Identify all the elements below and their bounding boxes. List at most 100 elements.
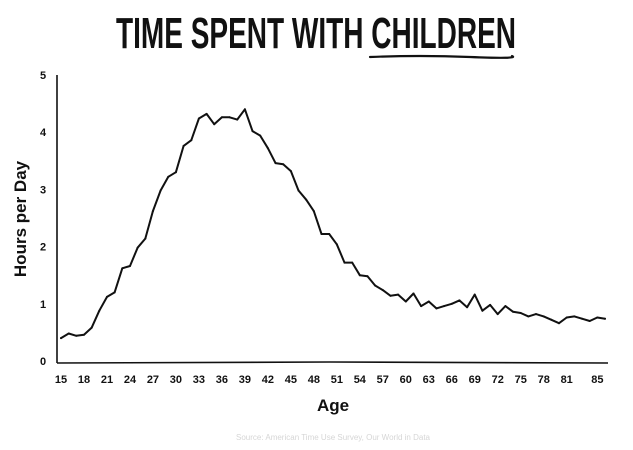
data-point [144,237,147,240]
data-point [83,333,85,336]
data-point [305,198,308,201]
chart-title-part1: TIME SPENT WITH [116,9,371,58]
data-point [190,139,193,142]
x-tick-label: 36 [216,374,228,386]
x-tick-label: 85 [591,374,603,386]
x-tick-label: 66 [446,374,458,386]
data-point [381,289,384,292]
data-point [466,306,469,309]
data-point [274,162,277,165]
x-axis-label: Age [317,396,349,415]
y-tick-label: 2 [40,242,46,254]
data-point [197,117,200,120]
data-point [297,189,300,192]
data-point [435,307,438,310]
x-tick-labels: 15 18 21 24 27 30 33 36 39 42 45 48 51 54 57 60 63 66 69 72… [55,374,604,386]
data-point [412,292,415,295]
series-points [60,108,606,340]
data-point [535,313,537,316]
data-point [496,313,499,316]
data-point [427,300,430,303]
data-point [397,293,400,296]
x-tick-label: 78 [538,374,550,386]
data-point [351,261,354,264]
x-axis-line [56,361,609,364]
x-tick-label: 54 [354,374,367,386]
x-tick-label: 69 [469,374,481,386]
data-point [136,246,139,249]
data-point [182,144,185,147]
title-underline [368,54,515,59]
data-point [320,233,323,235]
x-tick-label: 21 [101,374,113,386]
data-point [489,303,492,306]
data-point [481,309,484,312]
data-point [458,299,461,302]
data-point [282,163,285,166]
x-tick-label: 60 [400,374,412,386]
data-point [129,265,131,267]
data-point [90,326,93,329]
y-tick-label: 3 [40,184,46,196]
y-tick-label: 4 [40,127,47,139]
data-point [374,284,377,287]
x-tick-label: 42 [262,374,274,386]
data-point [519,312,522,314]
data-point [259,134,262,137]
x-tick-label: 24 [124,374,137,386]
data-point [596,316,599,319]
data-point [366,275,369,278]
x-tick-label: 51 [331,374,343,386]
x-tick-label: 57 [377,374,389,386]
x-tick-label: 30 [170,374,182,386]
data-point [236,118,239,121]
data-point [450,302,453,305]
x-tick-label: 75 [515,374,527,386]
data-point [67,332,70,335]
data-point [604,317,606,320]
x-tick-label: 48 [308,374,320,386]
data-point [504,305,507,308]
y-tick-label: 1 [40,299,46,311]
data-point [167,175,170,178]
data-point [213,123,216,126]
x-tick-label: 39 [239,374,251,386]
x-tick-label: 45 [285,374,297,386]
data-point [60,337,62,340]
data-point [289,170,292,173]
data-point [174,171,177,174]
data-point [328,233,331,235]
data-point [565,316,568,319]
y-tick-labels: 0 1 2 3 4 5 [40,70,47,368]
data-point [573,315,576,318]
data-point [542,315,545,318]
x-tick-label: 72 [492,374,504,386]
data-point [550,318,553,321]
data-point [588,320,591,322]
x-tick-label: 27 [147,374,159,386]
data-point [159,189,162,192]
chart-title-part2: CHILDREN [371,9,516,58]
x-tick-label: 33 [193,374,205,386]
data-point [335,243,338,246]
data-point [220,116,223,119]
data-point [243,108,246,111]
data-point [420,305,423,308]
x-tick-label: 81 [561,374,573,386]
data-point [312,210,315,213]
data-point [75,334,78,337]
data-point [228,116,231,119]
data-point [527,315,530,318]
data-point [512,310,515,313]
data-point [358,274,361,277]
y-tick-label: 0 [40,356,46,368]
data-point [121,267,124,270]
data-point [205,112,208,115]
chart-title: TIME SPENT WITH CHILDREN [116,9,516,58]
x-tick-label: 15 [55,374,67,386]
data-point [389,294,392,297]
data-point [106,295,108,298]
data-point [558,322,560,325]
